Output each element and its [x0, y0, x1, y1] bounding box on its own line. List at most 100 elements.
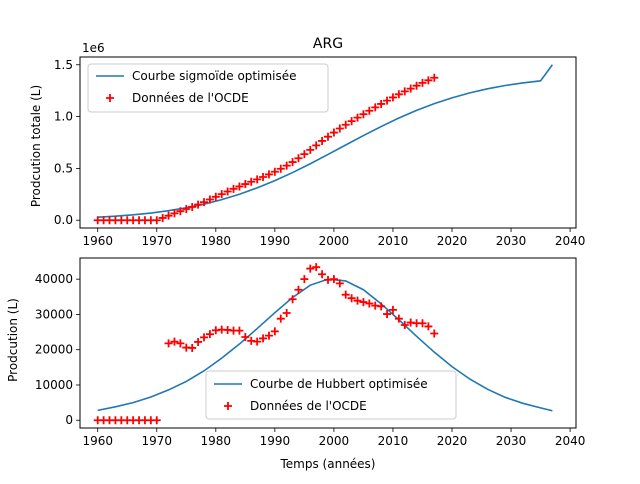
data-point — [288, 158, 297, 167]
data-point — [194, 200, 203, 209]
data-point — [300, 275, 309, 284]
data-point — [188, 343, 197, 352]
data-point — [312, 141, 321, 150]
x-tick-label: 2020 — [437, 434, 468, 448]
data-point — [412, 81, 421, 90]
data-point — [318, 270, 327, 279]
data-point — [259, 173, 268, 182]
x-tick-label: 2020 — [437, 234, 468, 248]
data-point — [353, 113, 362, 122]
data-point — [229, 184, 238, 193]
data-point — [170, 209, 179, 218]
y-tick-label: 30000 — [35, 307, 73, 321]
data-point — [424, 322, 433, 331]
x-tick-label: 2000 — [319, 234, 350, 248]
data-point — [259, 334, 268, 343]
bottom-legend: Courbe de Hubbert optimisée Données de l… — [205, 370, 457, 420]
data-point — [377, 99, 386, 108]
legend-plus-mark — [106, 94, 114, 102]
x-tick-label: 2000 — [319, 434, 350, 448]
data-point — [294, 285, 303, 294]
data-point — [306, 264, 315, 273]
x-tick-label: 1980 — [201, 434, 232, 448]
x-tick-label: 1970 — [141, 234, 172, 248]
data-point — [294, 154, 303, 163]
y-offset-label: 1e6 — [82, 41, 105, 55]
y-tick-label: 0.5 — [54, 161, 73, 175]
bottom-plot-frame — [79, 257, 577, 429]
x-tick-label: 1990 — [260, 234, 291, 248]
data-point — [176, 339, 185, 348]
data-point — [359, 110, 368, 119]
data-point — [353, 296, 362, 305]
data-point — [430, 329, 439, 338]
data-point — [341, 290, 350, 299]
legend-entry-hubbert: Courbe de Hubbert optimisée — [250, 377, 428, 391]
data-point — [217, 190, 226, 199]
data-point — [282, 309, 291, 318]
y-tick-label: 1.0 — [54, 110, 73, 124]
x-tick-label: 2030 — [496, 434, 527, 448]
data-point — [318, 136, 327, 145]
x-tick-label: 1990 — [260, 434, 291, 448]
data-point — [388, 93, 397, 102]
data-point — [324, 132, 332, 141]
data-point — [365, 299, 374, 308]
data-point — [329, 128, 338, 137]
data-point — [235, 326, 244, 335]
y-axis-label-bottom: Prodcution (L) — [6, 298, 20, 382]
data-point — [347, 294, 356, 303]
data-point — [182, 205, 191, 214]
data-point — [341, 120, 350, 129]
bottom-chart-panel: Prodcution (L) Temps (années) 1960 1970 19… — [6, 257, 586, 471]
data-point — [430, 73, 439, 82]
data-point — [205, 195, 214, 204]
data-point — [383, 310, 392, 319]
top-axis-ticks: 1960 1970 1980 1990 2000 2010 2020 2030 2040 0.0 0… — [54, 58, 585, 248]
data-point — [400, 87, 409, 96]
data-point — [383, 96, 392, 105]
data-point — [253, 337, 262, 346]
legend-entry-sigmoid: Courbe sigmoïde optimisée — [132, 69, 297, 83]
data-point — [276, 164, 285, 173]
x-tick-label: 1970 — [141, 434, 172, 448]
data-point — [241, 333, 250, 342]
data-point — [211, 192, 220, 201]
data-point — [394, 314, 403, 323]
data-point — [329, 275, 338, 284]
legend-plus-marker — [106, 94, 114, 102]
data-point — [394, 90, 403, 99]
data-point — [205, 330, 214, 339]
top-chart-panel: ARG 1e6 Prodcution totale (L) 1960 1970 19… — [29, 36, 585, 248]
x-tick-label: 1980 — [201, 234, 232, 248]
data-point — [300, 150, 309, 159]
legend-box — [205, 370, 457, 420]
data-point — [188, 202, 197, 211]
data-point — [270, 327, 279, 336]
data-point — [235, 182, 244, 191]
data-point — [247, 177, 256, 186]
legend-entry-ocde-bottom: Données de l'OCDE — [250, 399, 367, 413]
x-axis-label: Temps (années) — [280, 457, 376, 471]
x-tick-label: 2010 — [378, 434, 409, 448]
y-tick-label: 40000 — [35, 272, 73, 286]
data-point — [264, 331, 273, 340]
bottom-plot-area — [93, 263, 553, 425]
data-point — [200, 333, 208, 342]
x-tick-label: 2040 — [555, 234, 586, 248]
y-axis-label-top: Prodcution totale (L) — [29, 85, 43, 207]
data-point — [158, 213, 167, 222]
x-tick-label: 2030 — [496, 234, 527, 248]
x-tick-label: 1960 — [82, 234, 113, 248]
top-legend: Courbe sigmoïde optimisée Données de l'O… — [87, 63, 329, 113]
data-point — [312, 263, 321, 272]
data-point — [264, 170, 273, 179]
data-point — [276, 314, 285, 323]
top-plot-area — [93, 64, 554, 225]
bottom-axis-ticks: 1960 1970 1980 1990 2000 2010 2020 2030 2040 0 100… — [35, 272, 586, 448]
data-point — [347, 117, 356, 126]
y-tick-label: 20000 — [35, 343, 73, 357]
data-point — [270, 167, 279, 176]
data-point — [194, 337, 203, 346]
